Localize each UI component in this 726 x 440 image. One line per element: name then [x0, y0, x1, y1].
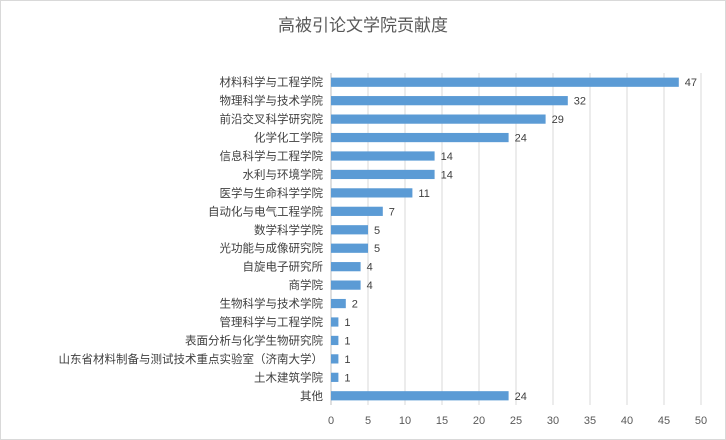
bar [331, 114, 546, 124]
data-label: 4 [367, 262, 373, 274]
bar [331, 243, 368, 253]
bar [331, 77, 679, 87]
bar [331, 354, 339, 364]
data-label: 1 [344, 354, 350, 366]
category-label: 山东省材料制备与测试技术重点实验室（济南大学） [59, 352, 324, 366]
x-tick-label: 25 [510, 415, 522, 427]
bar [331, 335, 339, 346]
x-tick-label: 45 [658, 415, 670, 427]
bar [331, 225, 368, 235]
category-label: 材料科学与工程学院 [220, 75, 324, 89]
category-label: 表面分析与化学生物研究院 [185, 333, 323, 347]
x-tick-label: 0 [328, 415, 334, 427]
category-label: 医学与生命科学学院 [220, 186, 324, 200]
data-label: 1 [344, 335, 350, 347]
data-label: 29 [552, 114, 564, 126]
category-label: 数学科学学院 [254, 223, 323, 237]
x-axis-ticks: 0 5 10 15 20 25 30 35 40 45 50 [328, 415, 707, 427]
bar [331, 206, 383, 216]
bar [331, 317, 339, 327]
gridlines [330, 73, 702, 405]
chart-title: 高被引论文学院贡献度 [278, 16, 448, 36]
data-label: 4 [367, 280, 373, 292]
category-label: 管理科学与工程学院 [220, 315, 324, 329]
data-label: 14 [441, 151, 453, 163]
category-labels: 材料科学与工程学院物理科学与技术学院前沿交叉科学研究院化学化工学院信息科学与工程… [59, 75, 324, 403]
bar [331, 372, 339, 382]
bar [331, 298, 346, 309]
data-label: 1 [344, 317, 350, 329]
data-label: 11 [418, 188, 429, 200]
data-label: 1 [344, 372, 350, 384]
bar [331, 280, 361, 290]
category-label: 光功能与成像研究院 [220, 241, 324, 255]
data-label: 5 [374, 225, 380, 237]
bar [331, 151, 435, 161]
x-tick-label: 20 [473, 415, 485, 427]
data-label: 32 [574, 96, 586, 108]
x-tick-label: 30 [547, 415, 559, 427]
bar [331, 262, 361, 272]
bar [331, 188, 413, 198]
category-label: 化学化工学院 [254, 131, 323, 145]
x-tick-label: 10 [399, 415, 411, 427]
category-label: 自旋电子研究所 [243, 260, 324, 274]
x-tick-label: 50 [695, 415, 707, 427]
data-label: 7 [389, 206, 395, 218]
category-label: 商学院 [289, 278, 324, 292]
x-tick-label: 15 [436, 415, 448, 427]
category-label: 生物科学与技术学院 [220, 297, 324, 311]
category-label: 信息科学与工程学院 [220, 149, 324, 163]
data-label: 14 [441, 169, 453, 181]
category-label: 自动化与电气工程学院 [208, 204, 323, 218]
bar [331, 169, 435, 180]
x-tick-label: 40 [621, 415, 633, 427]
data-label: 5 [374, 243, 380, 255]
data-label: 47 [685, 77, 697, 89]
bar [331, 391, 509, 401]
category-label: 物理科学与技术学院 [220, 94, 324, 108]
bar [331, 96, 568, 106]
data-label: 24 [515, 133, 527, 145]
category-label: 水利与环境学院 [243, 167, 324, 181]
x-tick-label: 35 [584, 415, 596, 427]
data-label: 2 [352, 299, 358, 311]
data-label: 24 [515, 391, 527, 403]
category-label: 前沿交叉科学研究院 [220, 112, 324, 126]
category-label: 土木建筑学院 [254, 370, 323, 384]
category-label: 其他 [300, 389, 323, 403]
bar [331, 132, 509, 143]
x-tick-label: 5 [365, 415, 371, 427]
